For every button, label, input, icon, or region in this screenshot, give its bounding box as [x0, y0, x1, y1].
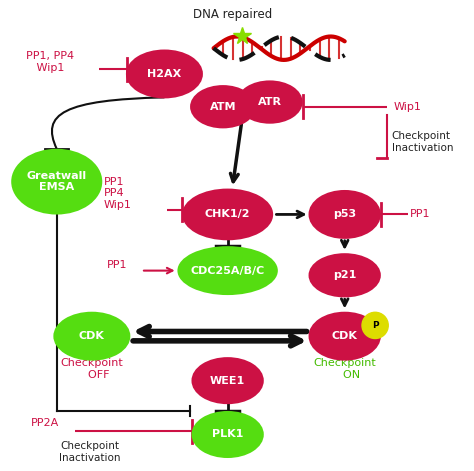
- Text: p21: p21: [333, 270, 356, 280]
- Text: CDK: CDK: [79, 331, 105, 341]
- Ellipse shape: [362, 312, 388, 339]
- Text: WEE1: WEE1: [210, 376, 245, 386]
- Text: ATR: ATR: [258, 97, 282, 107]
- Text: PLK1: PLK1: [212, 430, 243, 439]
- Ellipse shape: [310, 313, 380, 359]
- Text: Checkpoint
Inactivation: Checkpoint Inactivation: [392, 131, 453, 153]
- Text: PP2A: PP2A: [31, 418, 59, 428]
- Ellipse shape: [12, 150, 101, 213]
- Ellipse shape: [191, 86, 255, 127]
- Text: CDC25A/B/C: CDC25A/B/C: [191, 266, 265, 276]
- Text: CDK: CDK: [332, 331, 357, 341]
- Text: P: P: [372, 321, 378, 330]
- Ellipse shape: [179, 247, 277, 294]
- Ellipse shape: [55, 313, 129, 359]
- Text: Greatwall
EMSA: Greatwall EMSA: [27, 171, 87, 193]
- Text: PP1: PP1: [107, 260, 127, 270]
- Text: Checkpoint
    OFF: Checkpoint OFF: [61, 358, 123, 380]
- Ellipse shape: [310, 254, 380, 296]
- Text: Checkpoint
Inactivation: Checkpoint Inactivation: [59, 441, 120, 463]
- Text: ATM: ATM: [210, 102, 236, 112]
- Ellipse shape: [183, 190, 272, 239]
- Text: Wip1: Wip1: [394, 102, 422, 112]
- Text: PP1, PP4
   Wip1: PP1, PP4 Wip1: [26, 51, 74, 73]
- Text: p53: p53: [333, 210, 356, 219]
- Text: H2AX: H2AX: [147, 69, 182, 79]
- Text: Checkpoint
    ON: Checkpoint ON: [313, 358, 376, 380]
- Ellipse shape: [192, 412, 263, 457]
- Text: PP1
PP4
Wip1: PP1 PP4 Wip1: [103, 177, 131, 210]
- Text: CHK1/2: CHK1/2: [205, 210, 250, 219]
- Text: PP1: PP1: [410, 210, 431, 219]
- Text: DNA repaired: DNA repaired: [193, 8, 272, 21]
- Ellipse shape: [192, 358, 263, 403]
- Ellipse shape: [238, 81, 301, 122]
- Ellipse shape: [127, 50, 202, 97]
- Ellipse shape: [310, 191, 380, 238]
